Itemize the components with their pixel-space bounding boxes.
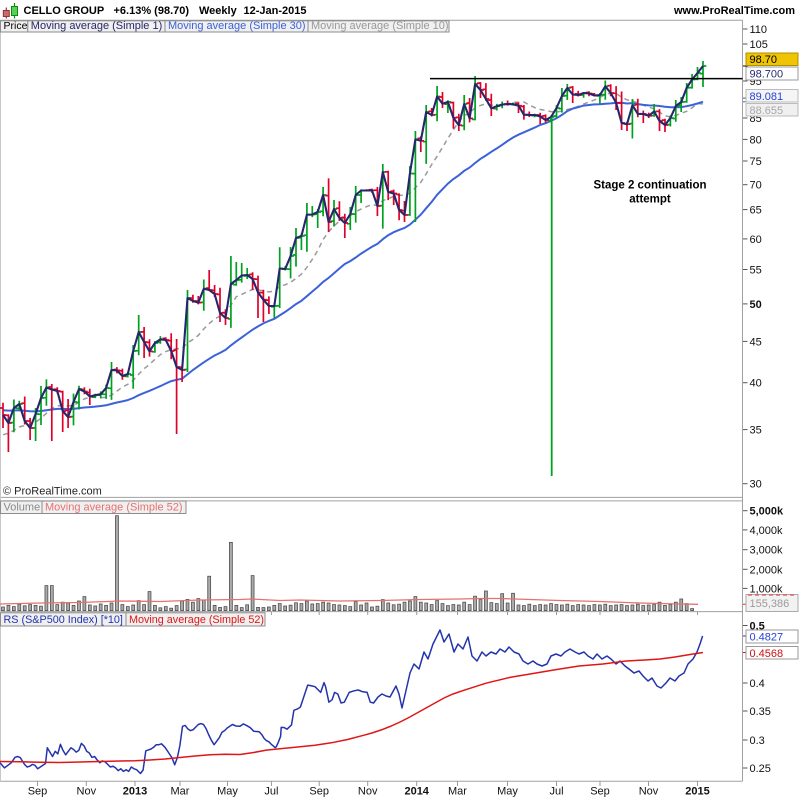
svg-text:+6.13% (98.70): +6.13% (98.70) bbox=[114, 5, 190, 17]
svg-text:CELLO GROUP: CELLO GROUP bbox=[24, 5, 105, 17]
svg-text:Mar: Mar bbox=[448, 786, 467, 798]
svg-text:Sep: Sep bbox=[309, 786, 329, 798]
svg-text:Nov: Nov bbox=[639, 786, 659, 798]
svg-text:attempt: attempt bbox=[629, 194, 671, 206]
svg-text:Sep: Sep bbox=[590, 786, 610, 798]
svg-text:98.70: 98.70 bbox=[750, 54, 778, 66]
svg-text:80: 80 bbox=[750, 134, 762, 146]
svg-text:2,000k: 2,000k bbox=[750, 564, 784, 576]
svg-text:70: 70 bbox=[750, 180, 762, 192]
svg-text:30: 30 bbox=[750, 479, 762, 491]
svg-text:Moving average (Simple 52): Moving average (Simple 52) bbox=[45, 501, 183, 513]
svg-text:65: 65 bbox=[750, 205, 762, 217]
svg-text:5,000k: 5,000k bbox=[750, 506, 785, 518]
svg-text:Price: Price bbox=[4, 20, 28, 32]
svg-text:40: 40 bbox=[750, 378, 762, 390]
svg-text:45: 45 bbox=[750, 336, 762, 348]
svg-text:Stage 2 continuation: Stage 2 continuation bbox=[593, 180, 706, 192]
svg-text:Weekly: Weekly bbox=[199, 5, 238, 17]
svg-text:55: 55 bbox=[750, 265, 762, 277]
svg-text:89.081: 89.081 bbox=[750, 91, 784, 103]
svg-text:0.35: 0.35 bbox=[750, 706, 771, 718]
svg-text:www.ProRealTime.com: www.ProRealTime.com bbox=[673, 5, 795, 17]
svg-text:Moving average (Simple 1): Moving average (Simple 1) bbox=[31, 20, 162, 32]
svg-text:2014: 2014 bbox=[404, 786, 429, 798]
svg-text:0.3: 0.3 bbox=[750, 735, 765, 747]
svg-text:May: May bbox=[217, 786, 238, 798]
svg-text:4,000k: 4,000k bbox=[750, 525, 784, 537]
svg-text:155,386: 155,386 bbox=[750, 598, 790, 610]
svg-text:0.4: 0.4 bbox=[750, 678, 765, 690]
svg-text:Jul: Jul bbox=[549, 786, 563, 798]
svg-text:98.700: 98.700 bbox=[750, 69, 784, 81]
svg-text:3,000k: 3,000k bbox=[750, 545, 784, 557]
svg-text:2015: 2015 bbox=[685, 786, 709, 798]
svg-text:2013: 2013 bbox=[123, 786, 147, 798]
svg-text:35: 35 bbox=[750, 425, 762, 437]
svg-text:50: 50 bbox=[750, 299, 762, 311]
svg-text:75: 75 bbox=[750, 156, 762, 168]
svg-text:RS (S&P500 Index) [*10]: RS (S&P500 Index) [*10] bbox=[4, 614, 123, 626]
svg-text:May: May bbox=[497, 786, 518, 798]
svg-text:1,000k: 1,000k bbox=[750, 583, 784, 595]
svg-text:88.655: 88.655 bbox=[750, 105, 784, 117]
svg-text:60: 60 bbox=[750, 234, 762, 246]
svg-text:Nov: Nov bbox=[358, 786, 378, 798]
svg-text:Moving average (Simple 52): Moving average (Simple 52) bbox=[129, 614, 264, 626]
svg-text:110: 110 bbox=[750, 24, 768, 36]
svg-text:Moving average (Simple 30): Moving average (Simple 30) bbox=[168, 20, 306, 32]
svg-text:Volume: Volume bbox=[4, 501, 41, 513]
svg-text:Sep: Sep bbox=[28, 786, 48, 798]
svg-text:0.4568: 0.4568 bbox=[750, 648, 784, 660]
svg-text:0.25: 0.25 bbox=[750, 763, 771, 775]
svg-text:Moving average (Simple 10): Moving average (Simple 10) bbox=[311, 20, 449, 32]
svg-text:Mar: Mar bbox=[171, 786, 190, 798]
svg-text:105: 105 bbox=[750, 39, 768, 51]
svg-text:Jul: Jul bbox=[264, 786, 278, 798]
svg-text:0.4827: 0.4827 bbox=[750, 632, 784, 644]
svg-text:© ProRealTime.com: © ProRealTime.com bbox=[3, 486, 102, 498]
svg-text:12-Jan-2015: 12-Jan-2015 bbox=[244, 5, 307, 17]
svg-text:Nov: Nov bbox=[77, 786, 97, 798]
